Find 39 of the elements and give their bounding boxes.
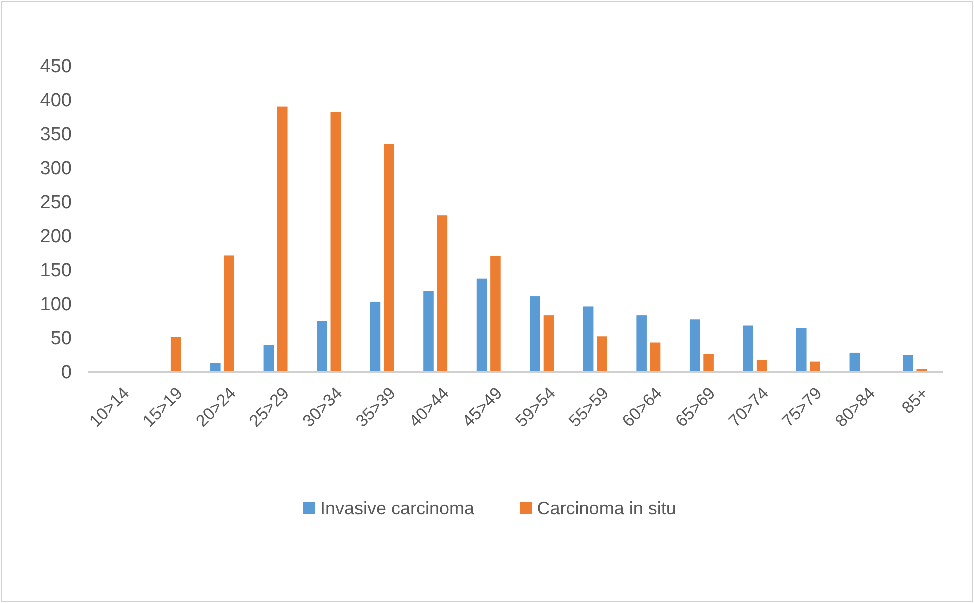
bar bbox=[743, 326, 754, 372]
bar bbox=[704, 354, 714, 372]
bar bbox=[224, 256, 234, 372]
bar bbox=[636, 316, 647, 372]
x-tick-label: 85+ bbox=[898, 384, 932, 418]
bar bbox=[476, 278, 488, 372]
y-tick-label: 450 bbox=[40, 56, 72, 78]
bar bbox=[530, 296, 540, 372]
bar bbox=[210, 363, 221, 372]
bar bbox=[850, 352, 860, 372]
bar bbox=[544, 316, 554, 372]
y-tick-label: 400 bbox=[40, 90, 72, 112]
bar bbox=[424, 291, 434, 372]
bar bbox=[437, 216, 448, 372]
legend-label: Carcinoma in situ bbox=[537, 498, 676, 518]
y-tick-label: 0 bbox=[61, 362, 72, 384]
bar bbox=[384, 144, 394, 372]
bar bbox=[810, 362, 820, 372]
bar bbox=[650, 342, 661, 372]
y-tick-label: 200 bbox=[40, 226, 72, 248]
bar bbox=[583, 306, 594, 372]
bar bbox=[690, 320, 700, 372]
bar bbox=[597, 336, 608, 372]
bar bbox=[264, 345, 274, 372]
bar bbox=[317, 321, 328, 372]
y-tick-label: 300 bbox=[40, 158, 72, 180]
y-tick-label: 350 bbox=[40, 124, 72, 146]
bar bbox=[277, 106, 288, 372]
bar bbox=[903, 355, 914, 372]
bar bbox=[170, 337, 182, 372]
bar bbox=[490, 256, 501, 372]
y-tick-label: 100 bbox=[40, 294, 72, 316]
legend-label: Invasive carcinoma bbox=[320, 498, 476, 518]
bar bbox=[370, 302, 381, 372]
bar bbox=[330, 112, 342, 372]
y-tick-label: 250 bbox=[40, 192, 72, 214]
y-tick-label: 50 bbox=[50, 328, 72, 350]
bar bbox=[796, 328, 807, 372]
y-tick-label: 150 bbox=[40, 260, 72, 282]
